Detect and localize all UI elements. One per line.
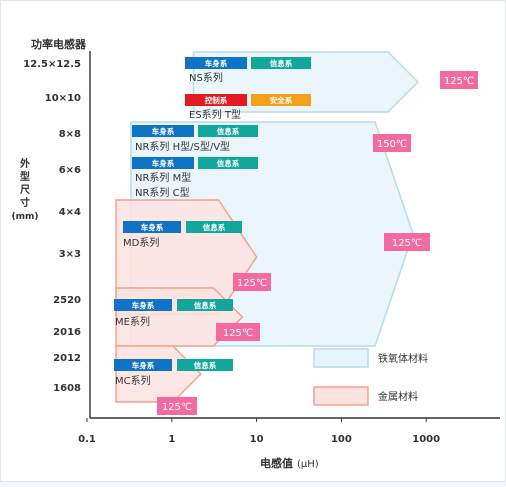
tag-badge-label: 车身系 bbox=[205, 58, 228, 68]
x-axis-label: 电感值 bbox=[260, 456, 293, 470]
tag-badge bbox=[186, 221, 242, 233]
tag-badge bbox=[132, 125, 194, 137]
tag-badge bbox=[251, 57, 311, 69]
temperature-label: 125℃ bbox=[162, 402, 192, 413]
temperature-badge bbox=[384, 233, 430, 251]
y-unit-label: (mm) bbox=[12, 212, 39, 222]
temperature-label: 125℃ bbox=[237, 278, 267, 289]
temperature-badge bbox=[216, 323, 260, 341]
y-tick-label: 2520 bbox=[53, 295, 81, 306]
y-tick-label: 8×8 bbox=[59, 129, 81, 140]
y-tick-label: 12.5×12.5 bbox=[23, 59, 81, 70]
temperature-badge bbox=[373, 134, 411, 152]
tag-badge bbox=[185, 94, 247, 106]
tag-badge-label: 安全系 bbox=[270, 95, 293, 105]
tag-badge-label: 信息系 bbox=[217, 126, 240, 136]
y-side-label-char: 型 bbox=[20, 170, 30, 183]
x-tick-label: 1 bbox=[168, 434, 175, 445]
tag-badge bbox=[198, 157, 258, 169]
tag-badge-label: 车身系 bbox=[152, 126, 175, 136]
legend-label-metal: 金属材料 bbox=[378, 390, 418, 403]
temperature-badge bbox=[157, 397, 197, 415]
tag-badge-label: 信息系 bbox=[194, 300, 217, 310]
series-label: NR系列 C型 bbox=[135, 186, 190, 199]
tag-badge-label: 信息系 bbox=[217, 158, 240, 168]
temperature-badge bbox=[440, 71, 478, 89]
temperature-badge bbox=[233, 273, 271, 291]
y-tick-label: 6×6 bbox=[59, 165, 81, 176]
y-tick-label: 10×10 bbox=[45, 93, 81, 104]
x-tick-label: 100 bbox=[331, 434, 352, 445]
temperature-label: 125℃ bbox=[223, 328, 253, 339]
y-side-label-char: 外 bbox=[19, 157, 30, 170]
tag-badge bbox=[123, 221, 181, 233]
y-tick-label: 1608 bbox=[53, 383, 81, 394]
tag-badge-label: 车身系 bbox=[141, 222, 164, 232]
series-label: MD系列 bbox=[123, 236, 159, 249]
x-tick-label: 10 bbox=[250, 434, 264, 445]
tag-badge bbox=[132, 157, 194, 169]
tag-badge-label: 信息系 bbox=[203, 222, 226, 232]
x-tick-label: 1000 bbox=[412, 434, 440, 445]
tag-badge-label: 控制系 bbox=[205, 95, 228, 105]
series-label: ME系列 bbox=[115, 315, 150, 328]
series-label: NR系列 M型 bbox=[135, 171, 191, 184]
tag-badge bbox=[198, 125, 258, 137]
tag-badge-label: 车身系 bbox=[132, 360, 155, 370]
temperature-label: 125℃ bbox=[444, 76, 474, 87]
range-region-metal bbox=[115, 345, 202, 403]
tag-badge bbox=[177, 299, 233, 311]
y-tick-label: 3×3 bbox=[59, 249, 81, 260]
legend-label-ferrite: 铁氧体材料 bbox=[378, 352, 428, 365]
y-tick-label: 2012 bbox=[53, 353, 81, 364]
tag-badge bbox=[114, 299, 172, 311]
series-label: NS系列 bbox=[189, 71, 223, 84]
y-side-label-char: 寸 bbox=[20, 196, 30, 209]
y-tick-label: 2016 bbox=[53, 327, 81, 338]
y-tick-label: 4×4 bbox=[59, 207, 81, 218]
series-label: NR系列 H型/S型/V型 bbox=[135, 140, 230, 153]
legend-swatch-metal bbox=[313, 386, 369, 406]
series-label: MC系列 bbox=[115, 374, 151, 387]
tag-badge bbox=[251, 94, 311, 106]
tag-badge bbox=[185, 57, 247, 69]
legend-swatch-ferrite bbox=[313, 348, 369, 368]
y-side-label-char: 尺 bbox=[20, 184, 30, 196]
tag-badge-label: 信息系 bbox=[270, 58, 293, 68]
tag-badge bbox=[177, 359, 233, 371]
temperature-label: 150℃ bbox=[377, 139, 407, 150]
tag-badge bbox=[114, 359, 172, 371]
tag-badge-label: 车身系 bbox=[132, 300, 155, 310]
x-tick-label: 0.1 bbox=[78, 434, 96, 445]
tag-badge-label: 信息系 bbox=[194, 360, 217, 370]
temperature-label: 125℃ bbox=[392, 238, 422, 249]
series-label: ES系列 T型 bbox=[189, 108, 241, 121]
x-axis-unit: (μH) bbox=[297, 459, 319, 470]
y-axis-title: 功率电感器 bbox=[31, 37, 87, 51]
tag-badge-label: 车身系 bbox=[152, 158, 175, 168]
